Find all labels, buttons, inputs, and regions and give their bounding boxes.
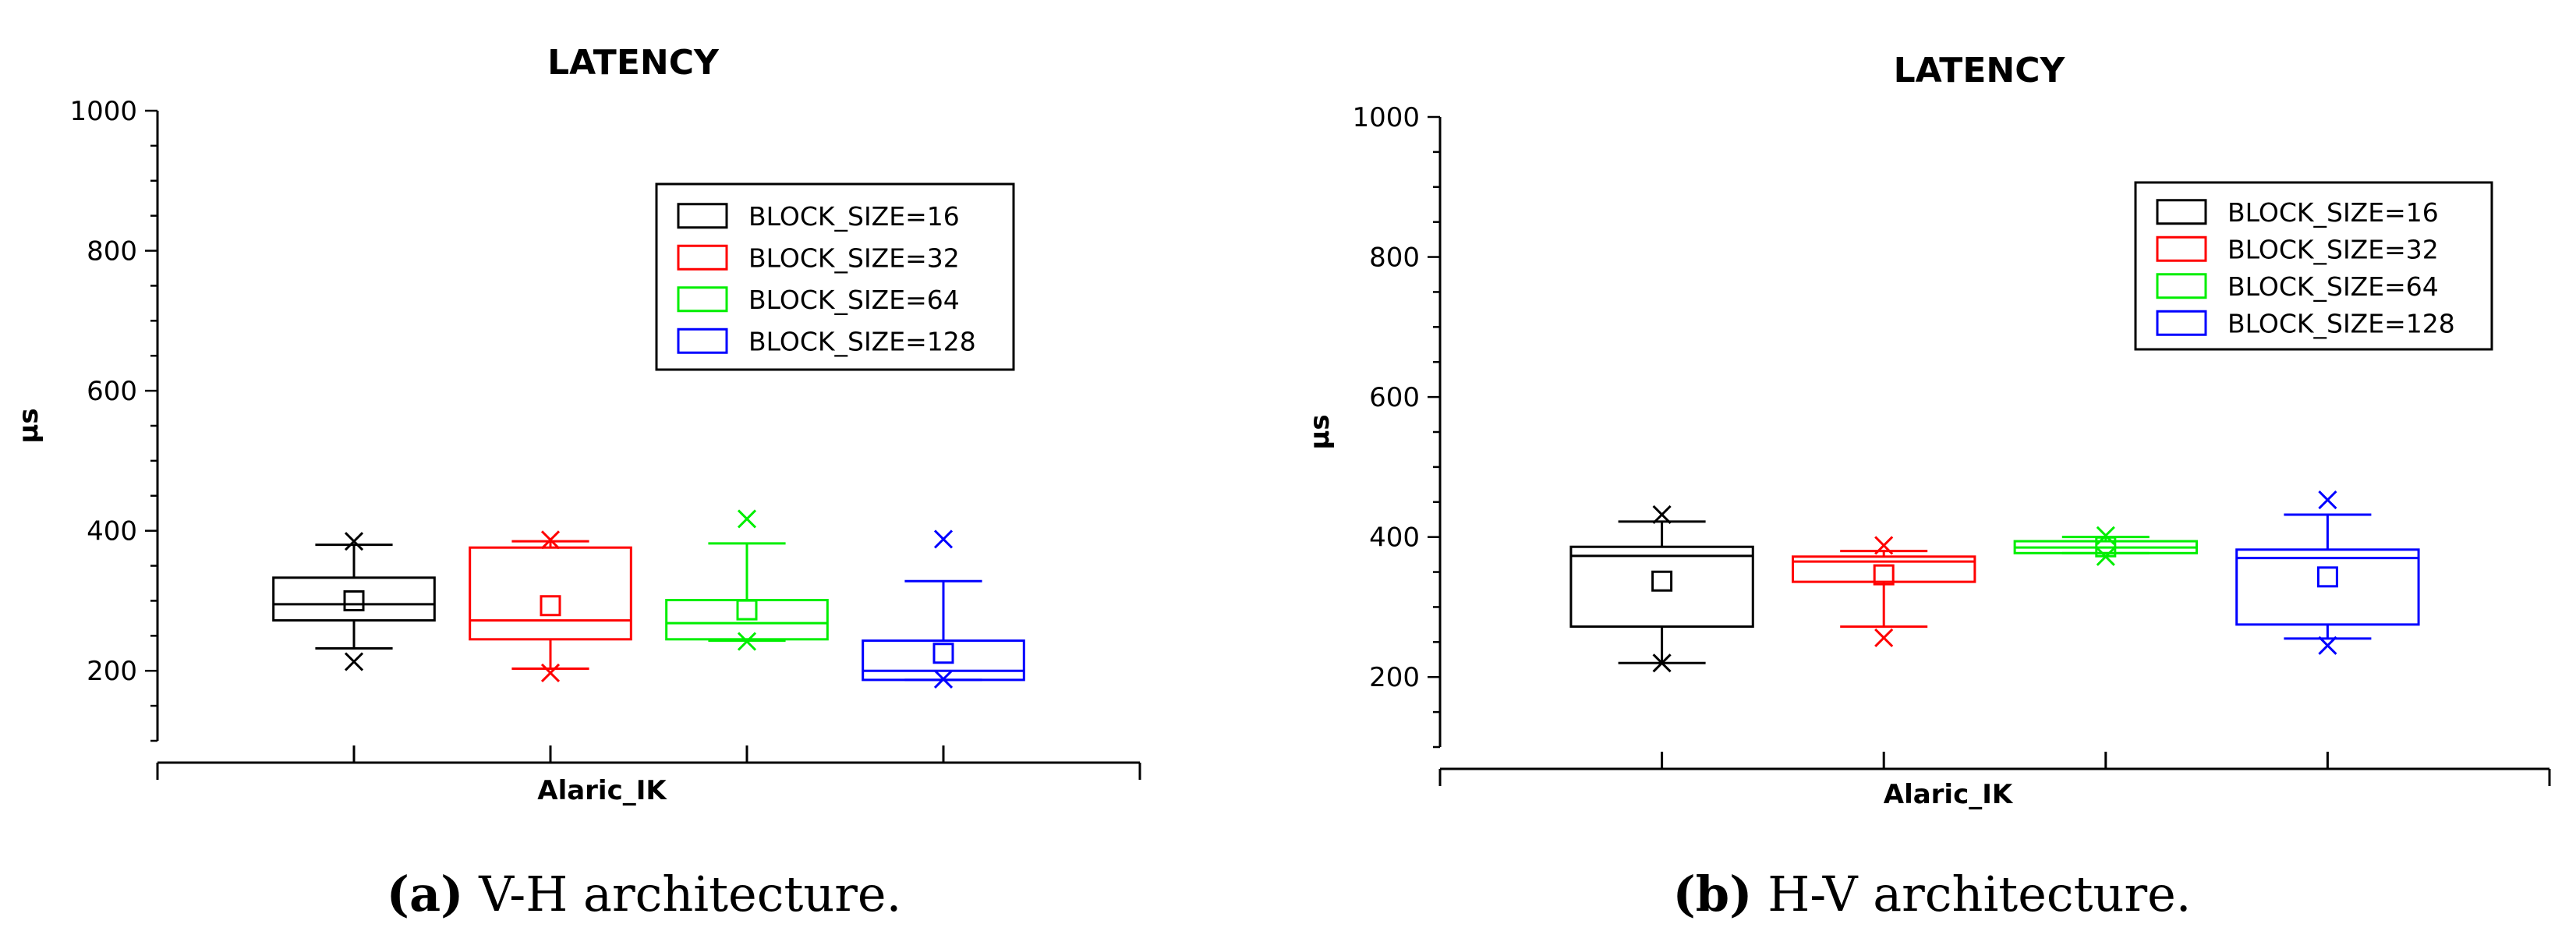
chart-title: LATENCY <box>547 43 720 83</box>
min-marker <box>1652 653 1672 673</box>
legend-label: BLOCK_SIZE=64 <box>2227 271 2439 302</box>
chart-title: LATENCY <box>1894 51 2066 90</box>
caption-b: (b) H-V architecture. <box>1288 866 2576 922</box>
mean-marker <box>540 595 561 617</box>
min-marker <box>2318 636 2337 655</box>
mean-marker <box>343 590 365 611</box>
caption-a-text: V-H architecture. <box>479 866 902 922</box>
legend-box <box>655 182 1015 371</box>
max-marker <box>1874 536 1894 555</box>
chart-a: LATENCY 200 400 600 800 1000 μs Alaric_IK BLOCK_… <box>13 43 1141 806</box>
y-tick-label: 200 <box>87 656 137 687</box>
y-tick-label: 1000 <box>1352 102 1420 133</box>
box-block-size-64 <box>2013 526 2198 566</box>
box-iqr <box>2235 548 2420 626</box>
y-tick-label: 400 <box>87 516 137 547</box>
legend-label: BLOCK_SIZE=16 <box>2227 197 2439 228</box>
legend-label: BLOCK_SIZE=16 <box>748 201 960 232</box>
box-block-size-128 <box>862 529 1025 689</box>
legend-swatch <box>2156 235 2207 262</box>
y-axis-label: μs <box>13 408 44 443</box>
box-block-size-32 <box>1792 536 1976 648</box>
box-iqr <box>272 576 436 622</box>
min-marker <box>344 652 364 671</box>
box-iqr <box>1569 545 1754 629</box>
mean-marker <box>2316 566 2338 588</box>
legend-swatch <box>677 286 728 313</box>
x-axis-label: Alaric_IK <box>1884 779 2014 810</box>
y-tick-label: 200 <box>1369 662 1420 693</box>
panel-b-hv: LATENCY 200 400 600 800 1000 μs Alaric_IK BLOCK_… <box>1288 0 2576 949</box>
min-marker <box>933 669 954 689</box>
legend-swatch <box>2156 273 2207 299</box>
legend-label: BLOCK_SIZE=32 <box>2227 234 2439 264</box>
legend-box <box>2134 181 2493 351</box>
box-iqr <box>469 546 632 641</box>
mean-marker <box>736 599 758 621</box>
mean-marker <box>1873 564 1895 586</box>
legend-label: BLOCK_SIZE=128 <box>748 326 976 356</box>
box-block-size-16 <box>1569 505 1754 673</box>
min-marker <box>2096 547 2115 566</box>
max-marker <box>1652 505 1672 524</box>
x-axis-label: Alaric_IK <box>537 775 667 806</box>
y-tick-label: 400 <box>1369 522 1420 554</box>
box-block-size-128 <box>2235 490 2420 655</box>
max-marker <box>2096 526 2115 545</box>
chart-b: LATENCY 200 400 600 800 1000 μs Alaric_IK BLOCK_… <box>1304 51 2551 810</box>
panel-a-vh: LATENCY 200 400 600 800 1000 μs Alaric_IK BLOCK_… <box>0 43 1288 922</box>
box-block-size-32 <box>469 530 632 682</box>
y-tick-label: 800 <box>1369 243 1420 274</box>
box-iqr <box>862 639 1025 682</box>
caption-b-text: H-V architecture. <box>1767 866 2192 922</box>
max-marker <box>737 509 757 529</box>
max-marker <box>540 530 561 550</box>
legend-label: BLOCK_SIZE=64 <box>748 285 960 315</box>
mean-marker <box>932 643 954 664</box>
box-iqr <box>1792 555 1976 583</box>
legend-swatch <box>677 328 728 354</box>
y-tick-label: 600 <box>87 376 137 407</box>
y-tick-label: 1000 <box>69 96 137 127</box>
max-marker <box>933 529 954 549</box>
y-tick-label: 800 <box>87 236 137 267</box>
min-marker <box>540 663 561 682</box>
caption-a-label: (a) <box>386 866 464 922</box>
box-block-size-64 <box>665 509 829 651</box>
y-axis-label: μs <box>1304 414 1336 449</box>
min-marker <box>1874 628 1894 648</box>
caption-b-label: (b) <box>1672 866 1753 922</box>
legend-label: BLOCK_SIZE=128 <box>2227 308 2455 338</box>
box-block-size-16 <box>272 532 436 671</box>
min-marker <box>737 632 757 651</box>
legend-swatch <box>677 244 728 271</box>
y-tick-label: 600 <box>1369 382 1420 413</box>
legend-swatch <box>2156 310 2207 336</box>
legend-swatch <box>677 203 728 229</box>
mean-marker <box>1651 570 1673 592</box>
legend-label: BLOCK_SIZE=32 <box>748 243 960 273</box>
legend-swatch <box>2156 199 2207 225</box>
caption-a: (a) V-H architecture. <box>0 866 1288 922</box>
max-marker <box>2318 490 2337 510</box>
max-marker <box>344 532 364 551</box>
